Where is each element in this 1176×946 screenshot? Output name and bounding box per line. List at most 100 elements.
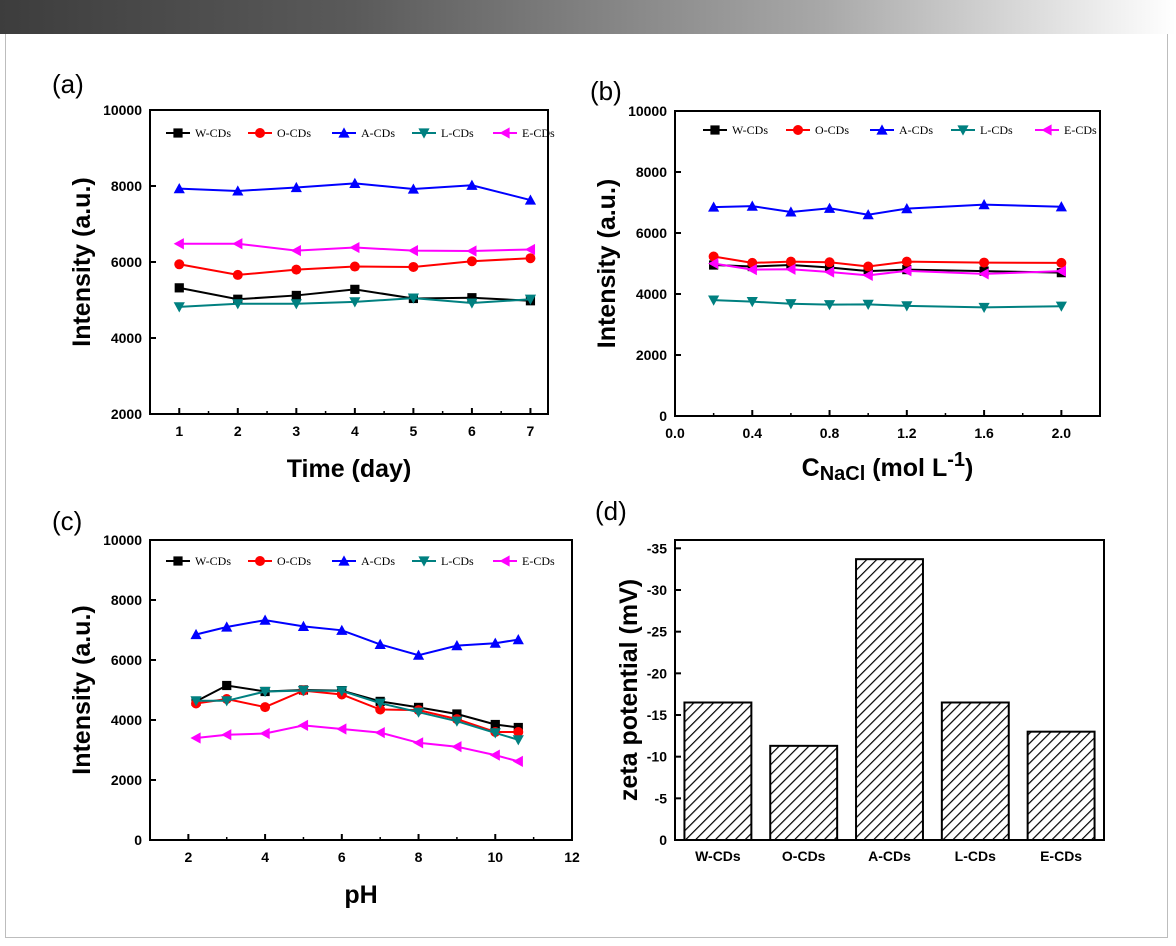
- panel-c-series-l-cds-point: [221, 696, 233, 707]
- panel-c-series-l-cds-point: [451, 716, 463, 727]
- panel-d-y-tick-label: -15: [647, 707, 667, 723]
- panel-c-series-e-cds-point: [259, 727, 270, 740]
- panel-c-y-tick-label: 0: [134, 832, 142, 848]
- panel-a-series-l-cds-legend-marker: [418, 128, 430, 139]
- panel-b-series-o-cds-point: [824, 257, 835, 268]
- panel-c-series-e-cds-legend-marker: [499, 555, 510, 567]
- panel-b-series-o-cds-legend-label: O-CDs: [815, 123, 849, 137]
- panel-c-x-tick-label: 6: [338, 849, 346, 865]
- panel-b-y-tick-label: 0: [659, 408, 667, 424]
- panel-c-series-a-cds-point: [297, 620, 310, 631]
- panel-b-series-l-cds-point: [978, 302, 990, 314]
- panel-a-series-e-cds-point: [349, 241, 360, 254]
- panel-b-series-a-cds-point: [862, 209, 874, 220]
- panel-a-x-tick-label: 4: [351, 423, 359, 439]
- panel-b-series-l-cds-point: [1055, 301, 1067, 312]
- panel-c-series-a-cds-point: [221, 621, 233, 632]
- panel-c-x-tick-label: 10: [487, 849, 503, 865]
- panel-d-y-tick-label: -35: [647, 540, 667, 556]
- panel-c-series-a-cds-point: [489, 637, 501, 648]
- panel-c-series-w-cds-point: [222, 680, 232, 691]
- panel-b-x-axis-title-sub: NaCl: [820, 463, 866, 485]
- panel-b-series-l-cds-point: [746, 297, 758, 308]
- panel-a-series-w-cds-point: [467, 293, 477, 303]
- panel-a-series-a-cds-point: [407, 183, 419, 194]
- panel-b-series-a-cds-point: [746, 200, 758, 211]
- panel-c-y-tick-label: 6000: [111, 652, 142, 668]
- panel-c-series-o-cds-legend-label: O-CDs: [277, 554, 311, 568]
- panel-b-series-a-cds-legend-label: A-CDs: [899, 123, 933, 137]
- panel-c-series-e-cds-point: [512, 755, 523, 767]
- panel-a-series-e-cds-point: [407, 245, 418, 257]
- panel-b-series-a-cds-point: [823, 202, 836, 213]
- panel-a-series-e-cds-legend-label: E-CDs: [522, 126, 555, 140]
- panel-b-series-l-cds-line: [713, 299, 1062, 309]
- panel-d-x-tick-label: W-CDs: [695, 848, 741, 864]
- panel-a-series-e-cds-point: [524, 243, 536, 256]
- panel-a-x-tick-label: 6: [468, 423, 476, 439]
- panel-a-series-w-cds-legend-marker: [173, 128, 183, 138]
- panel-b-x-tick-label: 0.8: [820, 425, 840, 441]
- panel-b-series-o-cds-point: [708, 251, 719, 262]
- panel-b-series-o-cds-point: [1056, 257, 1067, 268]
- panel-c-x-tick-label: 8: [415, 849, 423, 865]
- panel-b-series-w-cds-point: [824, 262, 835, 273]
- panel-c-series-e-cds-line: [195, 724, 519, 763]
- panel-d-x-tick-label: L-CDs: [955, 848, 996, 864]
- panel-d-x-tick-label: E-CDs: [1040, 848, 1082, 864]
- panel-c-series-l-cds-point: [297, 686, 310, 697]
- panel-c-series-l-cds-line: [196, 689, 519, 741]
- panel-c-y-tick-label: 2000: [111, 772, 142, 788]
- panel-a-series-o-cds-point: [349, 261, 360, 272]
- panel-c-series-a-cds-line: [195, 619, 519, 657]
- panel-a-series-l-cds-point: [524, 294, 537, 305]
- panel-b-x-tick-label: 0.4: [743, 425, 763, 441]
- panel-c-series-w-cds-legend-marker: [173, 556, 183, 566]
- panel-a-series-a-cds-point: [290, 181, 302, 193]
- panel-c-y-tick-label: 8000: [111, 592, 142, 608]
- panel-a-y-tick-label: 2000: [111, 406, 142, 422]
- panel-b-series-w-cds-line: [713, 264, 1062, 274]
- panel-a-series-l-cds-point: [232, 299, 244, 310]
- panel-c-series-l-cds-legend-label: L-CDs: [441, 554, 474, 568]
- panel-b-x-tick-label: 2.0: [1052, 425, 1072, 441]
- panel-a-x-tick-label: 2: [234, 423, 242, 439]
- panel-b-series-o-cds-point: [785, 256, 796, 267]
- panel-a-series-a-cds-point: [524, 194, 537, 205]
- panel-b-series-e-cds-point: [785, 263, 796, 275]
- panel-d-bar-o-cds: [769, 744, 839, 841]
- panel-d-x-tick-label: A-CDs: [868, 848, 911, 864]
- panel-d-bar-w-cds: [683, 701, 753, 841]
- panel-a-series-e-cds-point: [173, 238, 184, 250]
- panel-c-series-a-cds-point: [374, 638, 386, 649]
- panel-b-series-e-cds-point: [978, 268, 989, 280]
- panel-c-label: (c): [52, 506, 82, 536]
- panel-d-bar-a-cds: [855, 558, 924, 842]
- panel-d-y-tick-label: -20: [647, 665, 667, 681]
- panel-b-x-tick-label: 1.2: [897, 425, 917, 441]
- panel-a-series-e-cds-legend-marker: [499, 127, 510, 139]
- panel-c-series-a-cds-point: [451, 640, 463, 651]
- panel-c-series-a-cds-legend-label: A-CDs: [361, 554, 395, 568]
- panel-c-series-a-cds-point: [259, 614, 271, 625]
- panel-b-series-e-cds-point: [1055, 265, 1066, 277]
- panel-a-y-tick-label: 8000: [111, 178, 142, 194]
- panel-c-series-a-cds-point: [336, 624, 348, 635]
- panel-a-series-a-cds-point: [466, 179, 478, 190]
- panel-d-y-tick-label: 0: [659, 832, 667, 848]
- panel-b-x-axis-title-close: ): [965, 454, 973, 482]
- panel-b-y-tick-label: 4000: [636, 286, 667, 302]
- panel-a-series-l-cds-point: [173, 302, 185, 313]
- panel-c-x-tick-label: 4: [261, 849, 269, 865]
- panel-b-series-e-cds-point: [823, 266, 835, 278]
- panel-c-y-axis-title: Intensity (a.u.): [68, 605, 96, 774]
- panel-c-series-e-cds-point: [336, 723, 347, 735]
- panel-c-y-tick-label: 10000: [103, 532, 142, 548]
- panel-b-x-tick-label: 1.6: [974, 425, 994, 441]
- panel-a-x-tick-label: 1: [175, 423, 183, 439]
- panel-c-x-tick-label: 12: [564, 849, 580, 865]
- panel-a-x-axis-title: Time (day): [287, 455, 412, 483]
- panel-c-series-w-cds-point: [452, 709, 462, 719]
- panel-b-series-e-cds-legend-label: E-CDs: [1064, 123, 1097, 137]
- panel-d-y-tick-label: -10: [647, 749, 667, 765]
